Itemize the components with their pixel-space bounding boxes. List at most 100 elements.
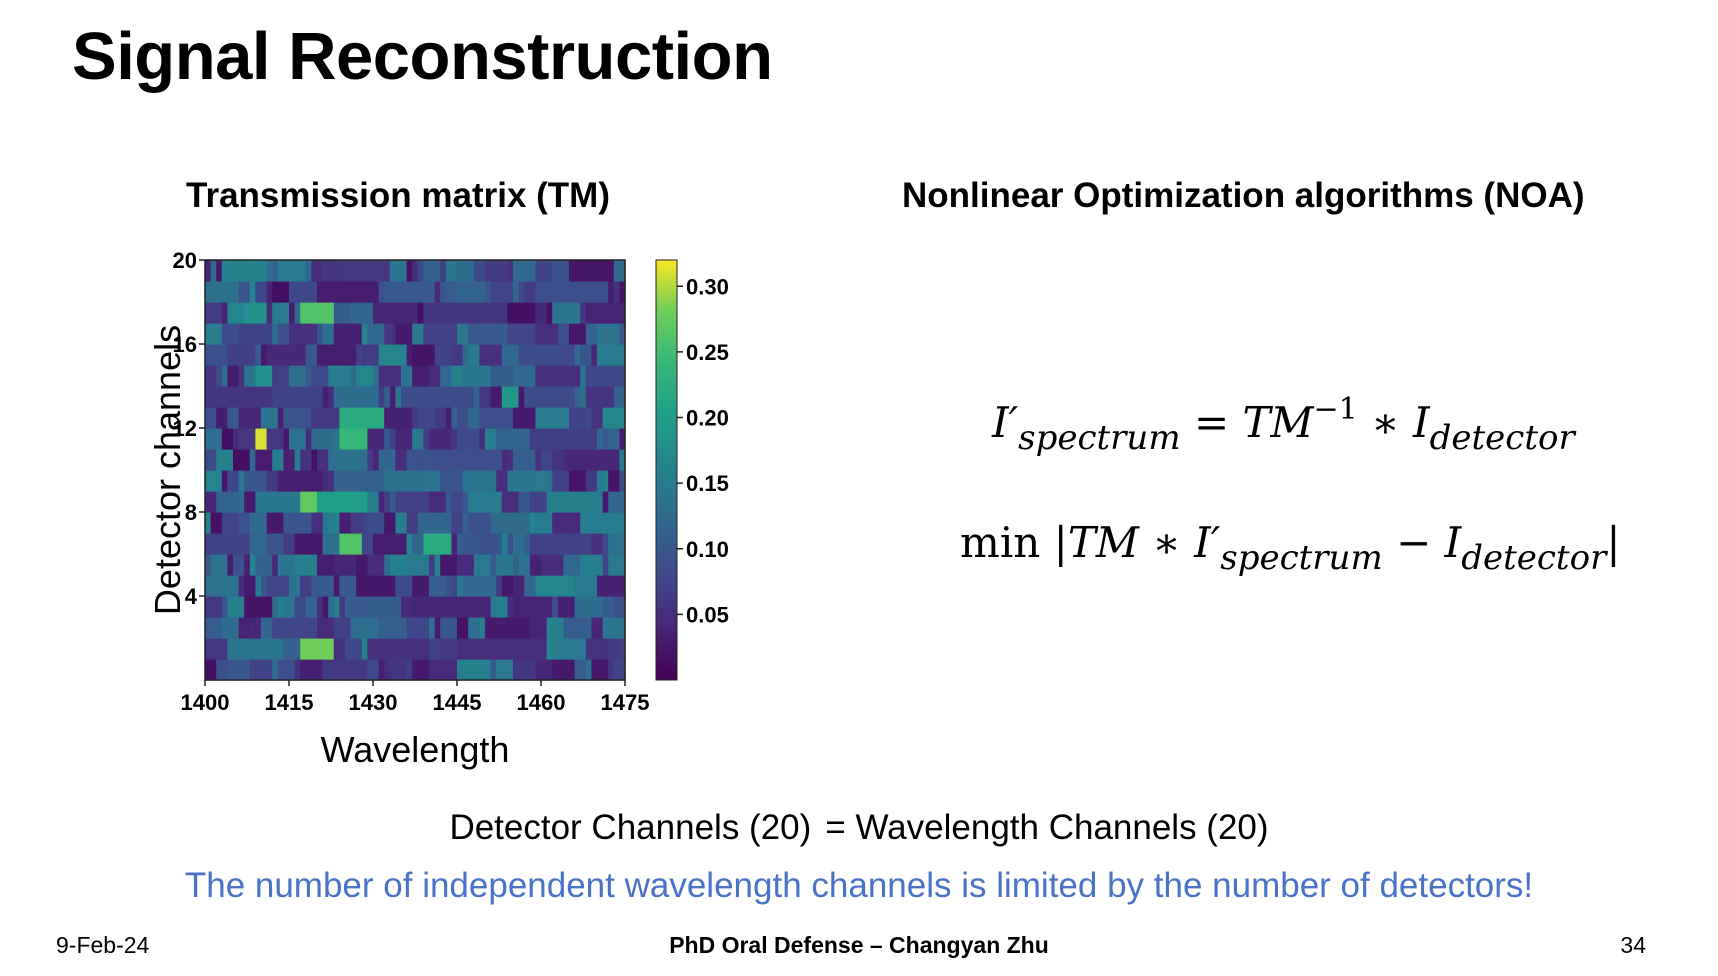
heatmap-cell [602,596,609,618]
heatmap-cell [216,554,223,576]
heatmap-cell [479,344,486,366]
heatmap-cell [485,428,492,450]
heatmap-cell [227,659,234,681]
heatmap-cell [462,386,469,408]
heatmap-cell [434,260,441,282]
heatmap-cells [205,260,626,681]
heatmap-cell [513,449,520,471]
heatmap-cell [300,659,307,681]
heatmap-cell [608,596,615,618]
heatmap-cell [535,449,542,471]
heatmap-cell [300,281,307,303]
heatmap-cell [541,554,548,576]
heatmap-cell [417,470,424,492]
heatmap-cell [479,365,486,387]
heatmap-cell [261,386,268,408]
heatmap-cell [350,428,357,450]
heatmap-cell [255,554,262,576]
heatmap-cell [300,554,307,576]
heatmap-cell [423,512,430,534]
heatmap-cell [272,449,279,471]
heatmap-cell [485,386,492,408]
heatmap-cell [317,302,324,324]
heatmap-cell [216,596,223,618]
heatmap-cell [345,365,352,387]
heatmap-cell [597,596,604,618]
heatmap-cell [389,281,396,303]
heatmap-cell [513,575,520,597]
heatmap-cell [440,533,447,555]
heatmap-cell [423,491,430,513]
heatmap-cell [317,596,324,618]
heatmap-cell [574,554,581,576]
heatmap-cell [367,554,374,576]
heatmap-cell [440,344,447,366]
page-number: 34 [1620,932,1646,958]
heatmap-cell [350,638,357,660]
heatmap-cell [221,596,228,618]
heatmap-cell [356,470,363,492]
heatmap-cell [619,428,626,450]
heatmap-cell [294,428,301,450]
heatmap-cell [580,491,587,513]
heatmap-cell [507,344,514,366]
heatmap-cell [541,491,548,513]
heatmap-cell [423,638,430,660]
heatmap-cell [535,428,542,450]
colorbar-ticks: 0.050.100.150.200.250.30 [677,274,729,627]
heatmap-cell [283,365,290,387]
heatmap-cell [350,344,357,366]
heatmap-cell [569,260,576,282]
heatmap-cell [429,365,436,387]
heatmap-cell [429,617,436,639]
heatmap-cell [221,491,228,513]
heatmap-cell [227,323,234,345]
heatmap-cell [261,659,268,681]
heatmap-cell [429,533,436,555]
heatmap-cell [289,554,296,576]
heatmap-cell [479,302,486,324]
heatmap-cell [412,512,419,534]
heatmap-cell [591,554,598,576]
heatmap-cell [608,575,615,597]
heatmap-cell [283,386,290,408]
heatmap-cell [322,449,329,471]
heatmap-cell [266,449,273,471]
heatmap-cell [552,344,559,366]
heatmap-cell [457,260,464,282]
heatmap-cell [406,659,413,681]
heatmap-cell [546,638,553,660]
heatmap-cell [597,260,604,282]
heatmap-cell [490,512,497,534]
heatmap-cell [501,512,508,534]
heatmap-cell [249,386,256,408]
heatmap-cell [552,407,559,429]
heatmap-cell [227,617,234,639]
heatmap-cell [613,323,620,345]
heatmap-cell [468,470,475,492]
heatmap-cell [294,407,301,429]
heatmap-cell [205,512,212,534]
heatmap-cell [535,512,542,534]
heatmap-cell [311,428,318,450]
heatmap-cell [294,491,301,513]
heatmap-cell [468,491,475,513]
heatmap-cell [216,260,223,282]
heatmap-cell [473,260,480,282]
heatmap-cell [574,386,581,408]
heatmap-cell [557,617,564,639]
heatmap-cell [289,596,296,618]
heatmap-cell [501,533,508,555]
heatmap-cell [462,302,469,324]
heatmap-cell [227,470,234,492]
heatmap-cell [305,575,312,597]
heatmap-cell [384,302,391,324]
heatmap-cell [496,491,503,513]
heatmap-cell [361,491,368,513]
heatmap-cell [401,575,408,597]
heatmap-cell [216,659,223,681]
heatmap-cell [462,344,469,366]
heatmap-cell [401,638,408,660]
heatmap-cell [412,323,419,345]
heatmap-cell [585,575,592,597]
